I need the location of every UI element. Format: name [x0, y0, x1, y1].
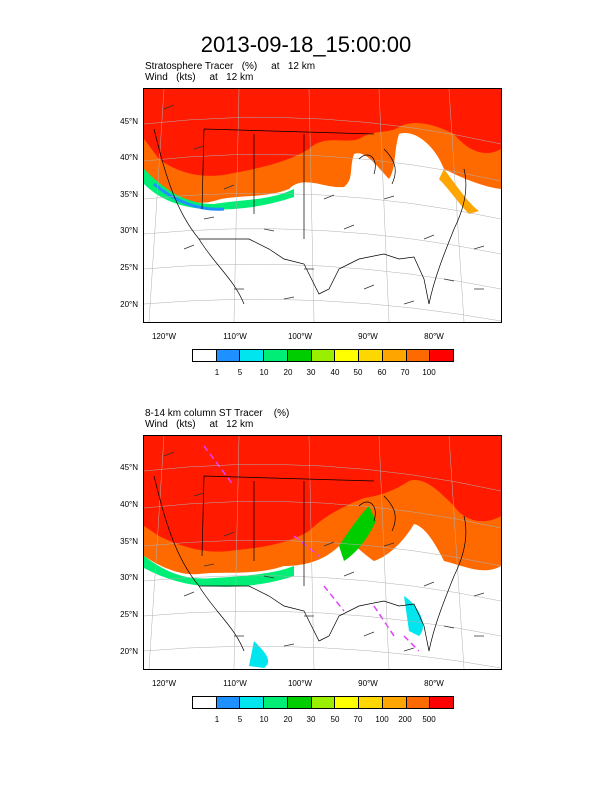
coastlines — [153, 128, 467, 305]
colorbar-swatch — [359, 350, 383, 361]
tracer-field-green — [144, 169, 294, 210]
colorbar-swatch — [311, 697, 336, 708]
panel2-colorbar-label: 1 — [214, 715, 220, 724]
colorbar-swatch — [216, 697, 241, 708]
colorbar-swatch — [430, 350, 454, 361]
colorbar-swatch — [311, 350, 336, 361]
panel1-colorbar — [192, 349, 454, 362]
graticule — [144, 436, 501, 669]
colorbar-swatch — [359, 697, 383, 708]
panel2-lon-label: 80°W — [424, 679, 444, 688]
panel1-lon-label: 80°W — [424, 332, 444, 341]
panel1-lat-label: 45°N — [120, 117, 138, 126]
panel1-lon-label: 100°W — [287, 332, 313, 341]
panel2-lat-label: 20°N — [120, 647, 138, 656]
colorbar-swatch — [406, 697, 431, 708]
tracer-field-plume — [439, 169, 479, 214]
colorbar-swatch — [240, 697, 265, 708]
panel2-lon-label: 90°W — [358, 679, 378, 688]
panel2-map-svg — [144, 436, 501, 669]
panel2-colorbar — [192, 696, 454, 709]
panel2-colorbar-label: 500 — [422, 715, 436, 724]
panel1-colorbar-label: 50 — [353, 368, 363, 377]
colorbar-swatch — [335, 697, 360, 708]
colorbar-swatch — [193, 350, 217, 361]
panel2-colorbar-label: 10 — [259, 715, 269, 724]
panel1-lon-label: 90°W — [358, 332, 378, 341]
colorbar-swatch — [382, 350, 407, 361]
panel2-lat-label: 40°N — [120, 500, 138, 509]
panel2-lat-label: 30°N — [120, 573, 138, 582]
panel1-field-label: Stratosphere Tracer (%) at 12 km — [145, 61, 316, 72]
panel1-colorbar-label: 30 — [306, 368, 316, 377]
colorbar-swatch — [430, 697, 454, 708]
panel2-colorbar-label: 5 — [237, 715, 243, 724]
panel2-lat-label: 45°N — [120, 463, 138, 472]
colorbar-swatch — [406, 350, 431, 361]
panel1-lat-label: 40°N — [120, 153, 138, 162]
panel2-colorbar-label: 20 — [283, 715, 293, 724]
panel1-wind-label: Wind (kts) at 12 km — [145, 72, 254, 83]
colorbar-swatch — [193, 697, 217, 708]
panel1-map-svg — [144, 89, 501, 322]
panel2-colorbar-label: 30 — [306, 715, 316, 724]
panel1-lat-label: 30°N — [120, 226, 138, 235]
coastlines — [153, 475, 467, 652]
panel1-lat-label: 20°N — [120, 300, 138, 309]
panel2-lon-label: 120°W — [151, 679, 177, 688]
panel2-lon-label: 110°W — [223, 679, 247, 688]
colorbar-swatch — [335, 350, 360, 361]
colorbar-swatch — [287, 350, 312, 361]
colorbar-swatch — [240, 350, 265, 361]
magenta-dashed-contours — [203, 445, 420, 652]
panel2-map — [143, 435, 502, 670]
tracer-field-streamer — [339, 506, 376, 561]
panel2-lat-label: 25°N — [120, 610, 138, 619]
panel1-colorbar-label: 20 — [283, 368, 293, 377]
tracer-field-patches — [249, 596, 424, 668]
panel1-lat-label: 25°N — [120, 263, 138, 272]
panel2-colorbar-label: 70 — [353, 715, 363, 724]
panel1-colorbar-label: 1 — [214, 368, 220, 377]
panel2-wind-label: Wind (kts) at 12 km — [145, 419, 254, 430]
tracer-field-green — [144, 556, 294, 587]
graticule — [144, 89, 501, 322]
figure-title: 2013-09-18_15:00:00 — [200, 32, 412, 57]
panel1-colorbar-label: 60 — [377, 368, 387, 377]
panel1-lon-label: 110°W — [223, 332, 247, 341]
panel1-lon-label: 120°W — [151, 332, 177, 341]
panel2-colorbar-label: 200 — [398, 715, 412, 724]
panel1-colorbar-label: 10 — [259, 368, 269, 377]
tracer-field-blue — [153, 182, 225, 211]
panel1-colorbar-label: 100 — [422, 368, 436, 377]
wind-barbs — [163, 104, 485, 305]
panel1-map — [143, 88, 502, 323]
panel2-lon-label: 100°W — [287, 679, 313, 688]
colorbar-swatch — [216, 350, 241, 361]
panel1-colorbar-label: 70 — [400, 368, 410, 377]
panel2-colorbar-label: 100 — [375, 715, 389, 724]
panel2-colorbar-label: 50 — [330, 715, 340, 724]
panel1-colorbar-label: 40 — [330, 368, 340, 377]
panel1-colorbar-label: 5 — [237, 368, 243, 377]
colorbar-swatch — [264, 350, 288, 361]
wind-barbs — [163, 451, 485, 652]
colorbar-swatch — [264, 697, 288, 708]
panel1-lat-label: 35°N — [120, 190, 138, 199]
colorbar-swatch — [287, 697, 312, 708]
colorbar-swatch — [382, 697, 407, 708]
panel2-lat-label: 35°N — [120, 537, 138, 546]
panel2-field-label: 8-14 km column ST Tracer (%) — [145, 408, 290, 419]
